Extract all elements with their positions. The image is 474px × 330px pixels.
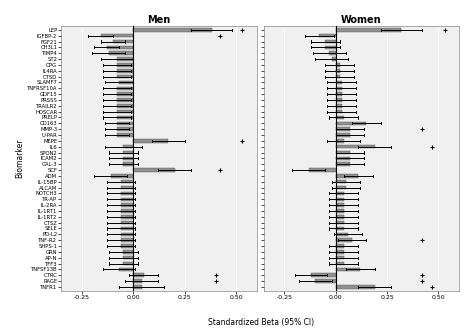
Bar [121, 186, 133, 189]
Bar [133, 285, 142, 289]
Bar [133, 274, 144, 277]
Bar [336, 203, 344, 207]
Bar [319, 34, 336, 38]
Bar [117, 110, 133, 114]
Bar [336, 28, 401, 32]
Bar [117, 133, 133, 137]
Bar [336, 92, 342, 96]
Bar [336, 256, 344, 259]
Bar [336, 285, 375, 289]
Bar [336, 209, 344, 213]
Bar [119, 81, 133, 84]
Bar [336, 151, 350, 154]
Bar [336, 250, 344, 253]
Bar [107, 46, 133, 49]
Bar [331, 57, 336, 61]
Bar [336, 139, 344, 143]
Bar [336, 262, 344, 265]
Bar [113, 40, 133, 43]
Bar [325, 46, 336, 49]
Bar [121, 203, 133, 207]
Bar [336, 157, 350, 160]
Bar [121, 198, 133, 201]
Bar [336, 198, 344, 201]
Bar [123, 151, 133, 154]
Bar [121, 192, 133, 195]
Bar [133, 28, 211, 32]
Bar [336, 121, 366, 125]
Bar [123, 157, 133, 160]
Bar [336, 233, 348, 236]
Bar [336, 162, 350, 166]
Bar [336, 116, 344, 119]
Bar [121, 233, 133, 236]
Bar [117, 92, 133, 96]
Bar [336, 174, 358, 178]
Bar [336, 244, 344, 248]
Y-axis label: Biomarker: Biomarker [15, 139, 24, 178]
Bar [117, 69, 133, 73]
Bar [336, 268, 360, 271]
Bar [336, 86, 342, 90]
Bar [336, 180, 346, 183]
Bar [117, 98, 133, 102]
Bar [123, 250, 133, 253]
Bar [336, 110, 342, 114]
Bar [121, 238, 133, 242]
Bar [133, 139, 168, 143]
Bar [311, 274, 336, 277]
Bar [123, 145, 133, 148]
Bar [100, 34, 133, 38]
Bar [336, 98, 342, 102]
Bar [336, 75, 340, 78]
Bar [336, 227, 344, 230]
Bar [336, 127, 350, 131]
Bar [133, 279, 142, 283]
Bar [336, 238, 352, 242]
Bar [329, 51, 336, 55]
Bar [111, 174, 133, 178]
Bar [336, 192, 344, 195]
Bar [133, 168, 174, 172]
Text: Standardized Beta (95% CI): Standardized Beta (95% CI) [208, 318, 314, 327]
Bar [336, 215, 344, 218]
Bar [336, 69, 340, 73]
Bar [119, 268, 133, 271]
Bar [123, 256, 133, 259]
Bar [325, 40, 336, 43]
Bar [121, 221, 133, 224]
Bar [336, 81, 342, 84]
Bar [117, 63, 133, 67]
Bar [117, 121, 133, 125]
Title: Women: Women [341, 15, 382, 25]
Bar [121, 180, 133, 183]
Bar [121, 209, 133, 213]
Bar [336, 145, 375, 148]
Bar [336, 221, 344, 224]
Bar [336, 63, 340, 67]
Bar [117, 104, 133, 108]
Bar [109, 51, 133, 55]
Bar [117, 116, 133, 119]
Bar [336, 133, 350, 137]
Title: Men: Men [147, 15, 171, 25]
Bar [315, 279, 336, 283]
Bar [117, 57, 133, 61]
Bar [121, 244, 133, 248]
Bar [123, 162, 133, 166]
Bar [121, 227, 133, 230]
Bar [336, 186, 346, 189]
Bar [117, 75, 133, 78]
Bar [123, 262, 133, 265]
Bar [309, 168, 336, 172]
Bar [121, 215, 133, 218]
Bar [117, 127, 133, 131]
Bar [336, 104, 342, 108]
Bar [117, 86, 133, 90]
